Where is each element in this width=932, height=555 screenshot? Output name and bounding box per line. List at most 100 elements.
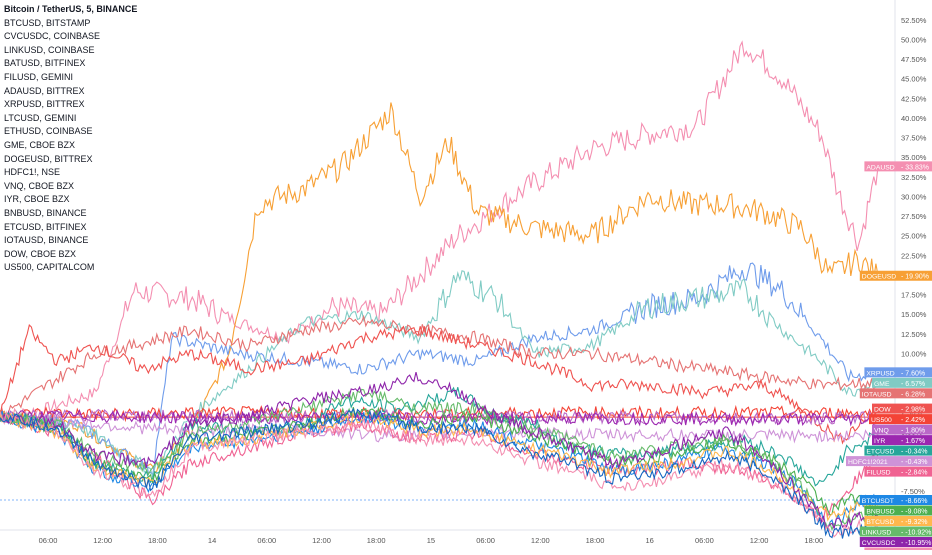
legend-item[interactable]: BATUSD, BITFINEX — [4, 58, 86, 69]
x-tick-label: 12:00 — [93, 536, 112, 545]
value-tag-bg — [872, 435, 932, 446]
value-tag-symbol: VNQ — [874, 428, 889, 435]
value-tag-bg — [864, 505, 932, 516]
value-tag-bg — [864, 445, 932, 456]
value-tag-bg — [846, 456, 932, 467]
value-tag-symbol: GME — [874, 381, 890, 388]
legend-item[interactable]: VNQ, CBOE BZX — [4, 180, 75, 191]
legend-item[interactable]: LTCUSD, GEMINI — [4, 112, 77, 123]
series-line-xrpusd — [0, 262, 879, 477]
series-line-linkusd — [0, 388, 879, 532]
value-tag-bg — [872, 377, 932, 388]
x-tick-label: 18:00 — [804, 536, 823, 545]
x-tick-label: 16 — [646, 536, 654, 545]
y-tick-label: 37.50% — [901, 134, 927, 143]
legend-item[interactable]: GME, CBOE BZX — [4, 139, 76, 150]
legend-item[interactable]: CVCUSDC, COINBASE — [4, 31, 101, 42]
value-tag-bg — [864, 367, 932, 378]
x-tick-label: 18:00 — [148, 536, 167, 545]
value-tag-value: - -10.92% — [901, 529, 931, 536]
legend-item[interactable]: IYR, CBOE BZX — [4, 194, 70, 205]
y-tick-label: 12.50% — [901, 330, 927, 339]
value-tag-symbol: BNBUSD — [866, 508, 894, 515]
value-tag-bg — [872, 424, 932, 435]
value-tag-value: - -8.66% — [901, 498, 927, 505]
value-tag-value: - 2.42% — [901, 417, 925, 424]
value-tag-bg — [859, 526, 932, 537]
value-tag-value: - -2.84% — [901, 470, 927, 477]
legend-item[interactable]: HDFC1!, NSE — [4, 167, 61, 178]
y-tick-label: 10.00% — [901, 349, 927, 358]
value-tag-symbol: IYR — [874, 438, 885, 445]
value-tag-symbol: FILUSD — [866, 470, 890, 477]
value-tag-symbol: BTCUSDT — [862, 498, 894, 505]
value-tag-bg — [872, 403, 932, 414]
series-line-ltcusd — [0, 410, 879, 538]
value-tag-value: - -9.32% — [901, 519, 927, 526]
value-tag-symbol: BTCUSD — [866, 519, 894, 526]
series-line-adausd — [0, 40, 879, 422]
x-tick-label: 12:00 — [312, 536, 331, 545]
x-tick-label: 15 — [427, 536, 435, 545]
series-line-dow — [0, 323, 879, 445]
value-tag-bg — [859, 270, 932, 281]
legend-item[interactable]: XRPUSD, BITTREX — [4, 99, 85, 110]
legend-item[interactable]: FILUSD, GEMINI — [4, 71, 74, 82]
series-line-ethusd — [0, 407, 879, 539]
value-tag-value: - -10.95% — [901, 540, 931, 547]
y-tick-label: 47.50% — [901, 55, 927, 64]
y-tick-label: -7.50% — [901, 487, 925, 496]
x-tick-label: 06:00 — [257, 536, 276, 545]
legend-item[interactable]: IOTAUSD, BINANCE — [4, 235, 89, 246]
value-tag-value: - -0.43% — [901, 459, 927, 466]
value-tag-bg — [864, 466, 932, 477]
legend-item[interactable]: ETCUSD, BITFINEX — [4, 221, 87, 232]
value-tag-value: - 33.83% — [901, 164, 929, 171]
y-tick-label: 32.50% — [901, 173, 927, 182]
legend-item[interactable]: DOW, CBOE BZX — [4, 248, 77, 259]
x-tick-label: 14 — [208, 536, 216, 545]
y-tick-label: 17.50% — [901, 291, 927, 300]
y-tick-label: 40.00% — [901, 114, 927, 123]
legend-item[interactable]: BTCUSD, BITSTAMP — [4, 17, 91, 28]
value-tag-symbol: LINKUSD — [862, 529, 892, 536]
y-tick-label: 50.00% — [901, 35, 927, 44]
y-tick-label: 22.50% — [901, 251, 927, 260]
value-tag-bg — [864, 515, 932, 526]
legend-item[interactable]: US500, CAPITALCOM — [4, 262, 95, 273]
value-tag-symbol: ETCUSD — [866, 449, 894, 456]
x-tick-label: 06:00 — [39, 536, 58, 545]
value-tag-bg — [864, 161, 932, 172]
legend-item[interactable]: BNBUSD, BINANCE — [4, 207, 87, 218]
series-line-bnbusd — [0, 406, 879, 516]
value-tag-value: - 6.28% — [901, 391, 925, 398]
value-tag-value: - 6.57% — [901, 381, 925, 388]
value-tag-symbol: IOTAUSD — [862, 391, 892, 398]
legend-item[interactable]: ETHUSD, COINBASE — [4, 126, 93, 137]
value-tag-value: - 1.67% — [901, 438, 925, 445]
value-tag-bg — [859, 388, 932, 399]
value-tag-value: - -0.34% — [901, 449, 927, 456]
y-tick-label: 27.50% — [901, 212, 927, 221]
series-line-cvcusdc — [0, 371, 879, 530]
value-tag-symbol: ADAUSD — [866, 164, 894, 171]
value-tag-value: - -9.08% — [901, 508, 927, 515]
legend-item[interactable]: LINKUSD, COINBASE — [4, 44, 95, 55]
value-tag-symbol: DOGEUSD — [862, 274, 896, 281]
value-tag-symbol: US500 — [871, 417, 892, 424]
series-line-hdfc1 — [0, 413, 879, 444]
legend: Bitcoin / TetherUS, 5, BINANCE BTCUSD, B… — [4, 3, 137, 275]
series-line-btcusd — [0, 411, 879, 522]
y-tick-label: 42.50% — [901, 94, 927, 103]
series-line-gme — [0, 270, 879, 478]
value-tag-bg — [859, 494, 932, 505]
legend-item[interactable]: ADAUSD, BITTREX — [4, 85, 85, 96]
x-tick-label: 18:00 — [586, 536, 605, 545]
x-tick-label: 06:00 — [695, 536, 714, 545]
value-tag-bg — [869, 414, 932, 425]
value-tag-value: - 19.90% — [901, 274, 929, 281]
legend-item[interactable]: DOGEUSD, BITTREX — [4, 153, 93, 164]
series-line-vnq — [0, 408, 879, 426]
value-tag-value: - 1.80% — [901, 428, 925, 435]
